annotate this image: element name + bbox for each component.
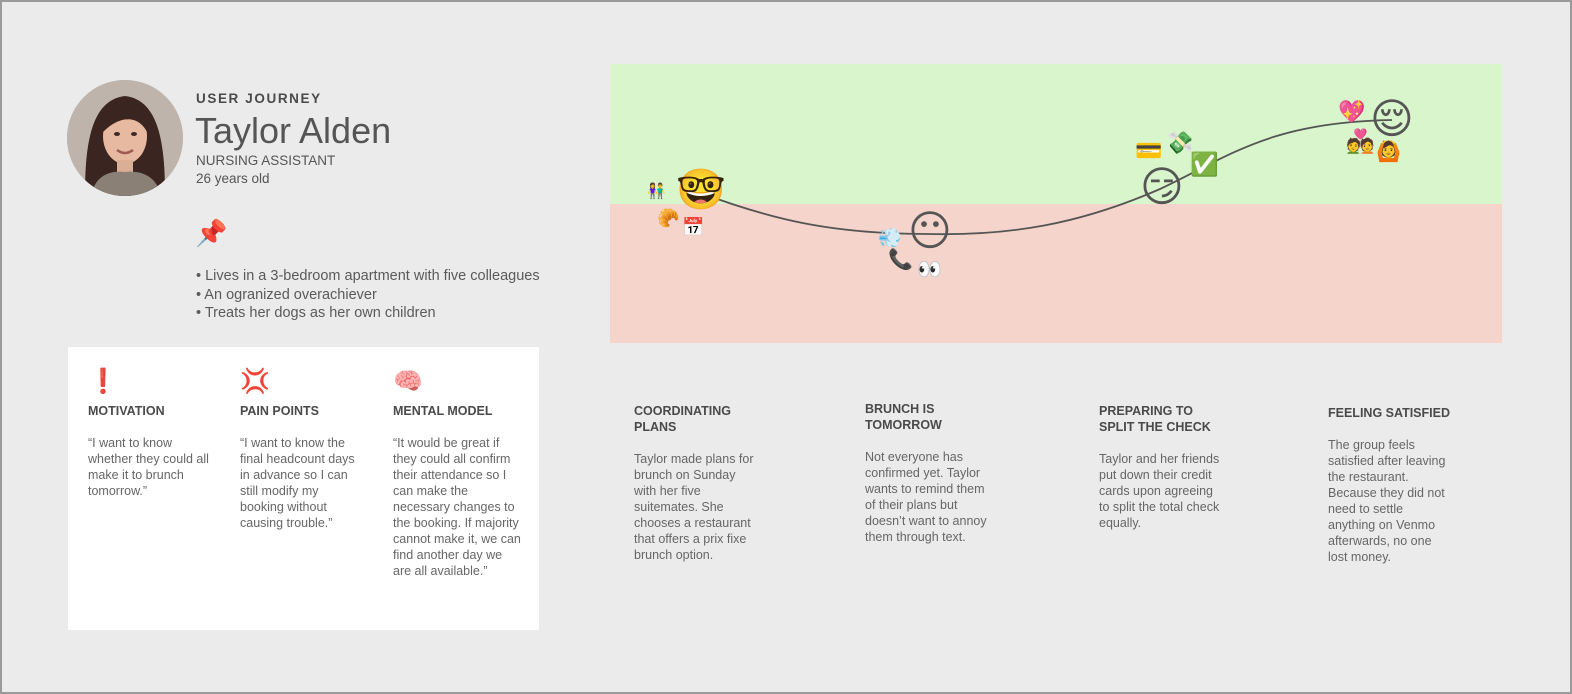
column-quote: “I want to know the final headcount days… xyxy=(240,436,355,530)
column-heading: MOTIVATION xyxy=(88,404,165,418)
column-heading: PAIN POINTS xyxy=(240,404,319,418)
stage-description: The group feels satisfied after leaving … xyxy=(1328,438,1446,564)
couple-with-heart-icon: 💑 xyxy=(1346,128,1375,154)
positive-zone xyxy=(610,64,1502,204)
fact-item: • Lives in a 3-bedroom apartment with fi… xyxy=(196,268,540,284)
croissant-icon: 🥐 xyxy=(657,208,680,228)
fact-item: • Treats her dogs as her own children xyxy=(196,305,436,321)
journey-chart-svg xyxy=(610,64,1502,343)
stage-brunch-is-tomorrow: BRUNCH IS TOMORROW Not everyone has conf… xyxy=(865,401,990,545)
relieved-face-icon: 😌 xyxy=(1370,95,1414,142)
avatar-photo xyxy=(67,80,183,196)
negative-zone xyxy=(610,204,1502,343)
sparkling-heart-icon: 💖 xyxy=(1338,99,1366,124)
stage-description: Not everyone has confirmed yet. Taylor w… xyxy=(865,450,987,544)
avatar xyxy=(67,80,183,196)
page-eyebrow: USER JOURNEY xyxy=(196,91,322,106)
column-quote: “I want to know whether they could all m… xyxy=(88,436,209,498)
anger-symbol-icon: 💢 xyxy=(240,368,270,395)
persona-role: NURSING ASSISTANT xyxy=(196,153,336,168)
brain-icon: 🧠 xyxy=(393,368,423,395)
persona-facts: • Lives in a 3-bedroom apartment with fi… xyxy=(196,267,540,323)
stage-feeling-satisfied: FEELING SATISFIED The group feels satisf… xyxy=(1328,405,1453,565)
persona-name: Taylor Alden xyxy=(195,110,392,151)
money-wings-icon: 💸 xyxy=(1166,130,1194,155)
pushpin-icon: 📌 xyxy=(195,218,228,248)
eyes-icon: 👀 xyxy=(917,259,942,281)
dash-icon: 💨 xyxy=(878,228,902,249)
stage-description: Taylor and her friends put down their cr… xyxy=(1099,452,1220,530)
persona-age: 26 years old xyxy=(196,171,270,186)
fact-item: • An ogranized overachiever xyxy=(196,286,377,303)
stage-title: FEELING SATISFIED xyxy=(1328,406,1450,420)
insights-card: ❗ MOTIVATION “I want to know whether the… xyxy=(68,347,539,630)
column-heading: MENTAL MODEL xyxy=(393,404,493,418)
emotion-curve xyxy=(697,119,1393,236)
person-gesturing-ok-icon: 🙆 xyxy=(1376,141,1401,163)
stage-description: Taylor made plans for brunch on Sunday w… xyxy=(634,452,754,562)
nerd-face-icon: 🤓 xyxy=(676,168,726,212)
stage-title: BRUNCH IS TOMORROW xyxy=(865,402,942,432)
couple-icon: 👫 xyxy=(647,183,666,200)
credit-card-icon: 💳 xyxy=(1135,138,1163,163)
no-mouth-face-icon: 😶 xyxy=(908,207,952,254)
check-mark-icon: ✅ xyxy=(1190,151,1219,177)
calendar-icon: 📅 xyxy=(682,217,705,237)
stage-title: PREPARING TO SPLIT THE CHECK xyxy=(1099,404,1211,434)
journey-chart: 🤓 👫 🥐 📅 😶 💨 📞 👀 😏 💳 💸 ✅ 😌 💖 💑 🙆 xyxy=(610,64,1502,343)
stage-preparing-to-split-check: PREPARING TO SPLIT THE CHECK Taylor and … xyxy=(1099,403,1224,531)
phone-icon: 📞 xyxy=(888,249,913,271)
exclamation-icon: ❗ xyxy=(88,368,118,395)
stage-coordinating-plans: COORDINATING PLANS Taylor made plans for… xyxy=(634,403,759,563)
column-quote: “It would be great if they could all con… xyxy=(393,436,521,578)
stage-title: COORDINATING PLANS xyxy=(634,404,731,434)
smirking-face-icon: 😏 xyxy=(1140,163,1184,210)
